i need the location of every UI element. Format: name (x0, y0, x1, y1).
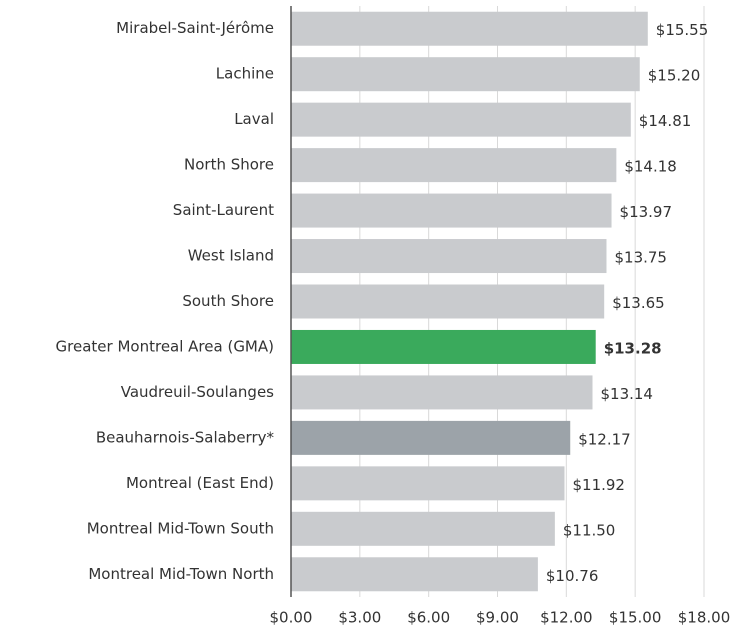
bar (291, 57, 640, 92)
bar (291, 239, 607, 274)
value-label: $12.17 (578, 430, 631, 448)
value-label: $10.76 (546, 567, 599, 585)
x-tick-label: $15.00 (609, 609, 662, 627)
bar (291, 557, 538, 592)
bar (291, 284, 605, 319)
bar (291, 102, 631, 137)
y-tick-label: Montreal (East End) (126, 474, 274, 492)
y-tick-label: Vaudreuil-Soulanges (121, 383, 274, 401)
bar (291, 329, 596, 364)
value-label: $14.81 (639, 112, 692, 130)
x-tick-label: $6.00 (407, 609, 450, 627)
x-tick-label: $12.00 (540, 609, 593, 627)
value-label: $13.14 (600, 385, 653, 403)
value-label: $13.75 (614, 249, 667, 267)
x-tick-label: $18.00 (678, 609, 731, 627)
value-label: $15.20 (648, 67, 701, 85)
y-tick-label: Mirabel-Saint-Jérôme (116, 19, 274, 37)
value-label: $11.50 (563, 521, 616, 539)
value-label: $15.55 (656, 21, 709, 39)
bar (291, 148, 617, 183)
y-tick-label: North Shore (184, 156, 274, 174)
value-label: $13.65 (612, 294, 665, 312)
y-tick-label: South Shore (182, 292, 274, 310)
x-tick-label: $9.00 (476, 609, 519, 627)
bar (291, 420, 571, 455)
y-tick-label: Beauharnois-Salaberry* (96, 428, 275, 446)
y-tick-label: Greater Montreal Area (GMA) (56, 337, 274, 355)
bar (291, 375, 593, 410)
x-tick-label: $3.00 (338, 609, 381, 627)
bar (291, 193, 612, 228)
value-label: $11.92 (572, 476, 625, 494)
value-label: $14.18 (624, 158, 677, 176)
value-label: $13.28 (604, 339, 662, 357)
y-tick-label: Lachine (216, 65, 274, 83)
y-tick-label: Saint-Laurent (173, 201, 274, 219)
y-tick-label: Montreal Mid-Town South (87, 519, 274, 537)
value-label: $13.97 (620, 203, 673, 221)
bar (291, 11, 648, 46)
x-tick-label: $0.00 (270, 609, 313, 627)
bar (291, 511, 555, 546)
y-tick-label: Laval (234, 110, 274, 128)
bar (291, 466, 565, 501)
y-tick-label: Montreal Mid-Town North (88, 565, 274, 583)
y-tick-label: West Island (188, 247, 274, 265)
